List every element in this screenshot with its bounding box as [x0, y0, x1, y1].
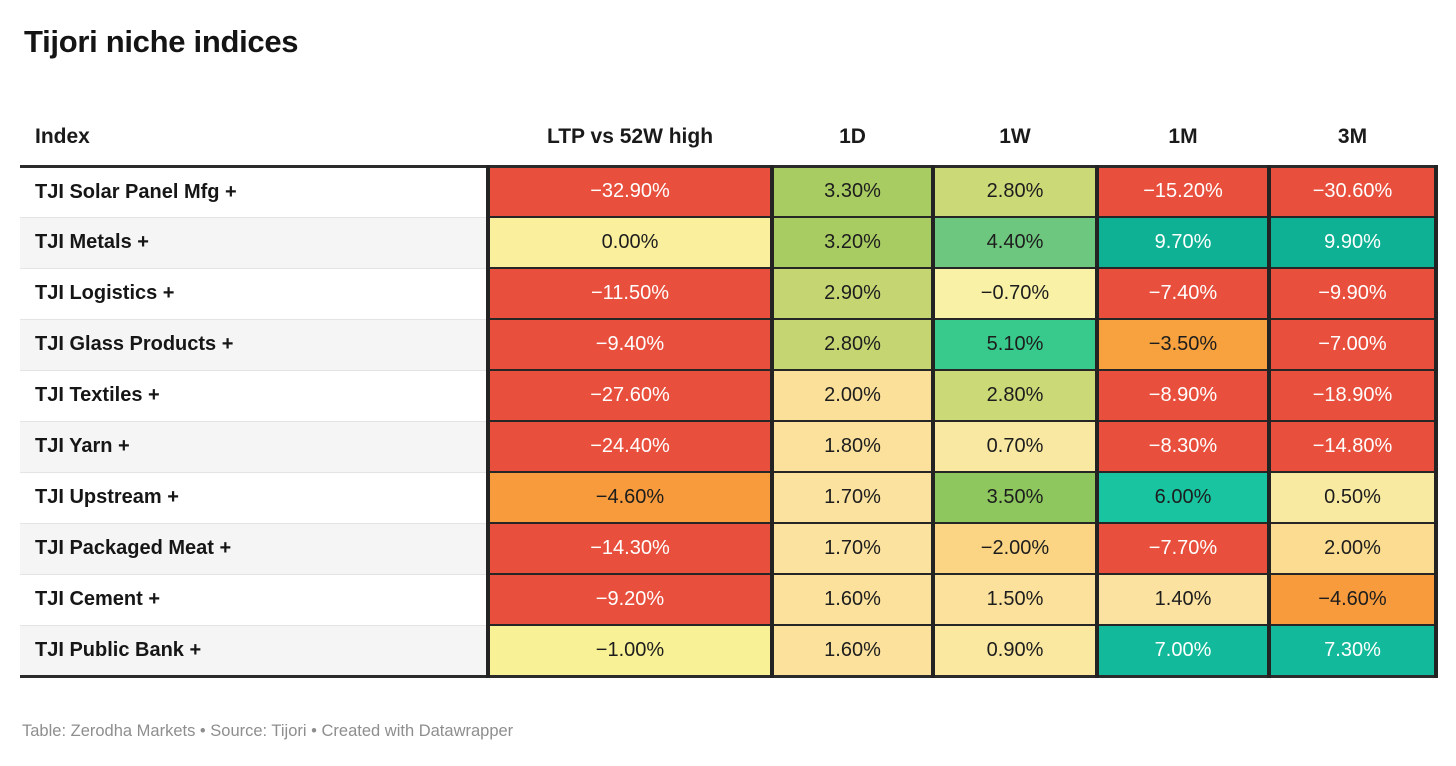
table-row: TJI Solar Panel Mfg + −32.90% 3.30% 2.80… [20, 166, 1438, 218]
value-cell: −7.00% [1267, 318, 1438, 371]
value-cell: 7.00% [1095, 624, 1271, 678]
column-header-3m[interactable]: 3M [1269, 110, 1436, 168]
value-cell: 2.00% [770, 369, 935, 422]
indices-table: Index LTP vs 52W high 1D 1W 1M 3M TJI So… [20, 110, 1438, 678]
value-cell: −14.80% [1267, 420, 1438, 473]
value-cell: 9.70% [1095, 216, 1271, 269]
value-cell: −18.90% [1267, 369, 1438, 422]
row-label-expander[interactable]: TJI Glass Products + [20, 319, 490, 371]
row-label-expander[interactable]: TJI Textiles + [20, 370, 490, 422]
row-label-expander[interactable]: TJI Solar Panel Mfg + [20, 166, 490, 218]
column-header-1w[interactable]: 1W [933, 110, 1097, 168]
value-cell: 3.50% [931, 471, 1099, 524]
column-header-1m[interactable]: 1M [1097, 110, 1269, 168]
value-cell: −32.90% [486, 166, 774, 218]
value-cell: 2.80% [931, 166, 1099, 218]
value-cell: −9.40% [486, 318, 774, 371]
row-label-expander[interactable]: TJI Upstream + [20, 472, 490, 524]
table-row: TJI Glass Products + −9.40% 2.80% 5.10% … [20, 318, 1438, 371]
value-cell: −4.60% [1267, 573, 1438, 626]
attribution-text: Table: Zerodha Markets • Source: Tijori … [22, 722, 514, 740]
value-cell: −11.50% [486, 267, 774, 320]
value-cell: 1.60% [770, 573, 935, 626]
value-cell: 3.30% [770, 166, 935, 218]
column-header-index[interactable]: Index [20, 110, 488, 168]
value-cell: 0.70% [931, 420, 1099, 473]
value-cell: 0.90% [931, 624, 1099, 678]
value-cell: −1.00% [486, 624, 774, 678]
value-cell: 1.80% [770, 420, 935, 473]
value-cell: 1.60% [770, 624, 935, 678]
value-cell: 1.70% [770, 522, 935, 575]
value-cell: 0.00% [486, 216, 774, 269]
value-cell: 5.10% [931, 318, 1099, 371]
table-row: TJI Cement + −9.20% 1.60% 1.50% 1.40% −4… [20, 573, 1438, 626]
table-row: TJI Textiles + −27.60% 2.00% 2.80% −8.90… [20, 369, 1438, 422]
value-cell: 6.00% [1095, 471, 1271, 524]
table-row: TJI Yarn + −24.40% 1.80% 0.70% −8.30% −1… [20, 420, 1438, 473]
value-cell: 3.20% [770, 216, 935, 269]
value-cell: −2.00% [931, 522, 1099, 575]
value-cell: 0.50% [1267, 471, 1438, 524]
value-cell: −14.30% [486, 522, 774, 575]
value-cell: 2.90% [770, 267, 935, 320]
table-row: TJI Packaged Meat + −14.30% 1.70% −2.00%… [20, 522, 1438, 575]
value-cell: −15.20% [1095, 166, 1271, 218]
row-label-expander[interactable]: TJI Logistics + [20, 268, 490, 320]
table-row: TJI Logistics + −11.50% 2.90% −0.70% −7.… [20, 267, 1438, 320]
row-label-expander[interactable]: TJI Yarn + [20, 421, 490, 473]
value-cell: −7.40% [1095, 267, 1271, 320]
value-cell: 2.80% [931, 369, 1099, 422]
value-cell: −8.30% [1095, 420, 1271, 473]
value-cell: −9.90% [1267, 267, 1438, 320]
table-row: TJI Upstream + −4.60% 1.70% 3.50% 6.00% … [20, 471, 1438, 524]
header-row: Index LTP vs 52W high 1D 1W 1M 3M [20, 110, 1436, 168]
value-cell: 7.30% [1267, 624, 1438, 678]
value-cell: −7.70% [1095, 522, 1271, 575]
value-cell: −4.60% [486, 471, 774, 524]
table-row: TJI Public Bank + −1.00% 1.60% 0.90% 7.0… [20, 624, 1438, 678]
row-label-expander[interactable]: TJI Packaged Meat + [20, 523, 490, 575]
value-cell: −8.90% [1095, 369, 1271, 422]
value-cell: 1.50% [931, 573, 1099, 626]
column-header-1d[interactable]: 1D [772, 110, 933, 168]
value-cell: 9.90% [1267, 216, 1438, 269]
value-cell: −0.70% [931, 267, 1099, 320]
row-label-expander[interactable]: TJI Public Bank + [20, 625, 490, 678]
value-cell: 4.40% [931, 216, 1099, 269]
row-label-expander[interactable]: TJI Metals + [20, 217, 490, 269]
value-cell: 2.80% [770, 318, 935, 371]
value-cell: −3.50% [1095, 318, 1271, 371]
column-header-ltp-vs-52w-high[interactable]: LTP vs 52W high [488, 110, 772, 168]
value-cell: 1.40% [1095, 573, 1271, 626]
value-cell: −24.40% [486, 420, 774, 473]
value-cell: 2.00% [1267, 522, 1438, 575]
value-cell: −30.60% [1267, 166, 1438, 218]
value-cell: 1.70% [770, 471, 935, 524]
table-row: TJI Metals + 0.00% 3.20% 4.40% 9.70% 9.9… [20, 216, 1438, 269]
row-label-expander[interactable]: TJI Cement + [20, 574, 490, 626]
page-title: Tijori niche indices [24, 24, 299, 59]
value-cell: −27.60% [486, 369, 774, 422]
value-cell: −9.20% [486, 573, 774, 626]
